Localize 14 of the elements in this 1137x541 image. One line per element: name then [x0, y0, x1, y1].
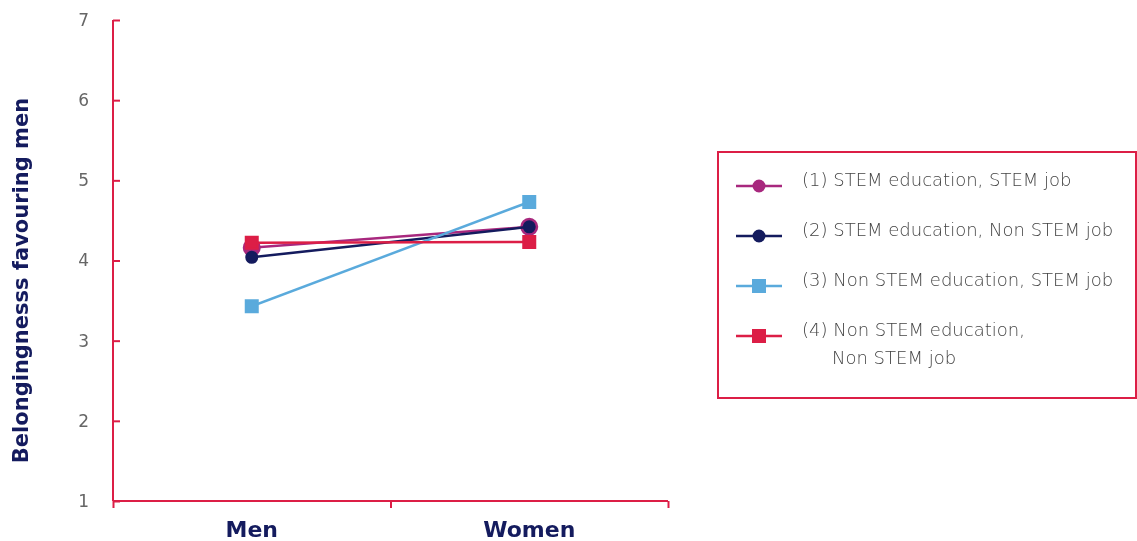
- y-axis-title: Belongingnesss favouring men: [9, 97, 33, 464]
- legend-label: (2) STEM education, Non STEM job: [802, 219, 1114, 240]
- y-tick-label: 3: [78, 330, 89, 351]
- y-tick-label: 2: [78, 410, 89, 431]
- y-tick-label: 1: [78, 490, 89, 511]
- y-tick-label: 5: [78, 170, 89, 191]
- x-tick-label: Women: [483, 517, 576, 541]
- y-tick-label: 4: [78, 250, 89, 271]
- y-tick-label: 7: [78, 9, 89, 30]
- legend-label: (1) STEM education, STEM job: [802, 169, 1072, 190]
- legend-label: (3) Non STEM education, STEM job: [802, 269, 1114, 290]
- y-tick-label: 6: [78, 90, 89, 111]
- x-tick-label: Men: [225, 517, 278, 541]
- legend-label: (4) Non STEM education, Non STEM job: [802, 319, 1025, 368]
